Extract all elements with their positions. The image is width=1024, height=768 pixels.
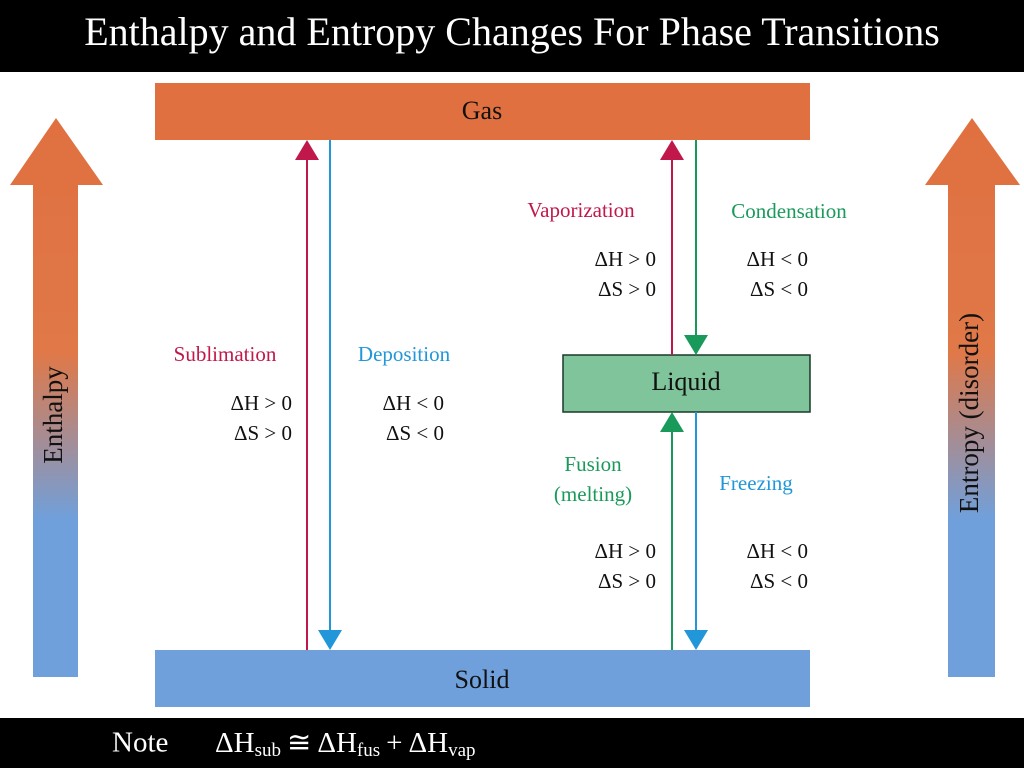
subscript: vap [448,740,475,761]
process-name: Vaporization [527,198,635,222]
process-name: Fusion [564,452,622,476]
formula: ΔHsub ≅ ΔHfus + ΔHvap [215,727,476,762]
term: ΔH [409,727,449,759]
entropy-arrow [925,118,1020,677]
gas-label: Gas [462,96,502,125]
delta-h: ΔH > 0 [594,539,656,563]
subscript: fus [357,740,380,761]
title: Enthalpy and Entropy Changes For Phase T… [84,9,940,54]
operator: + [386,727,402,759]
note-label: Note [112,727,168,759]
delta-h: ΔH < 0 [746,247,808,271]
delta-h: ΔH > 0 [594,247,656,271]
operator: ≅ [287,727,311,759]
delta-h: ΔH > 0 [230,391,292,415]
canvas [0,72,1024,718]
delta-s: ΔS > 0 [234,421,292,445]
delta-s: ΔS > 0 [598,569,656,593]
gas-box [155,83,810,140]
process-name: Freezing [719,471,793,495]
process-name: Deposition [358,342,451,366]
process-name: (melting) [554,482,632,506]
delta-s: ΔS < 0 [386,421,444,445]
process-name: Condensation [731,199,847,223]
delta-s: ΔS > 0 [598,277,656,301]
delta-h: ΔH < 0 [746,539,808,563]
solid-label: Solid [455,665,510,694]
entropy-label: Entropy (disorder) [954,313,984,513]
liquid-box [562,354,811,413]
delta-h: ΔH < 0 [382,391,444,415]
term: ΔH [215,727,255,759]
subscript: sub [255,740,281,761]
delta-s: ΔS < 0 [750,277,808,301]
enthalpy-label: Enthalpy [38,366,68,464]
delta-s: ΔS < 0 [750,569,808,593]
liquid-label: Liquid [651,367,720,396]
solid-box [155,650,810,707]
term: ΔH [317,727,357,759]
process-name: Sublimation [174,342,277,366]
header-bar [0,0,1024,72]
enthalpy-arrow [10,118,103,677]
